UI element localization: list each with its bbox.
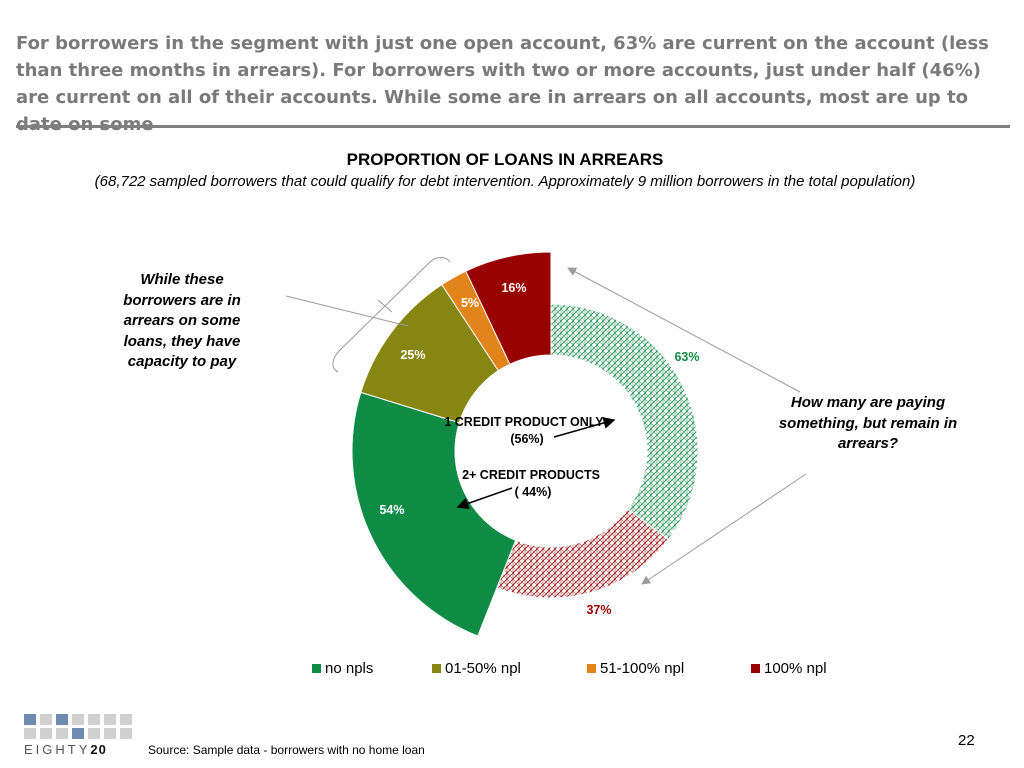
note-paying-something: How many are paying something, but remai… [778, 394, 958, 452]
left-note-connector [285, 295, 409, 327]
donut-slice-single-100-npl [496, 508, 670, 599]
group-label-multi: 2+ CREDIT PRODUCTS [462, 468, 600, 482]
group-share-multi: ( 44%) [515, 485, 552, 499]
donut-slice-multi-100-npl [465, 251, 552, 365]
note-capacity-to-pay: While these borrowers are in arrears on … [123, 271, 241, 370]
logo-wordmark: EIGHTY20 [24, 742, 107, 757]
legend-item-51-100-npl: 51-100% npl [587, 660, 684, 677]
brace-tip [377, 299, 393, 313]
data-label-single-no-npls: 63% [674, 350, 699, 364]
donut-slice-multi-no-npls [351, 391, 517, 637]
legend-swatch-no-npls [312, 664, 321, 673]
headline-divider [16, 125, 1010, 128]
data-label-single-100-npl: 37% [586, 603, 611, 617]
legend-label-01-50-npl: 01-50% npl [445, 660, 521, 677]
legend-label-51-100-npl: 51-100% npl [600, 660, 685, 677]
legend-swatch-100-npl [751, 664, 760, 673]
group-arrow-single [553, 417, 616, 438]
group-arrow-multi [456, 487, 513, 510]
group-share-single: (56%) [510, 432, 543, 446]
legend-item-01-50-npl: 01-50% npl [432, 660, 521, 677]
legend-item-no-npls: no npls [312, 660, 373, 677]
source-note: Source: Sample data - borrowers with no … [148, 743, 425, 757]
data-label-multi-100-npl: 16% [501, 281, 526, 295]
eighty20-logo: EIGHTY20 [24, 714, 134, 758]
chart-subtitle: (68,722 sampled borrowers that could qua… [94, 173, 916, 190]
group-label-single: 1 CREDIT PRODUCT ONLY [444, 415, 604, 429]
legend-swatch-51-100-npl [587, 664, 596, 673]
legend-label-no-npls: no npls [325, 660, 374, 677]
donut-slice-single-no-npls [550, 303, 699, 541]
right-note-arrow-upper [567, 267, 801, 393]
data-label-multi-01-50: 25% [400, 348, 425, 362]
page-number: 22 [958, 732, 975, 749]
chart-title: PROPORTION OF LOANS IN ARREARS [346, 150, 664, 169]
legend-swatch-01-50-npl [432, 664, 441, 673]
legend-label-100-npl: 100% npl [764, 660, 827, 677]
data-label-multi-51-100: 5% [461, 296, 479, 310]
right-note-arrow-lower [641, 473, 807, 585]
legend-item-100-npl: 100% npl [751, 660, 827, 677]
data-label-multi-no-npls: 54% [379, 503, 404, 517]
slide-headline: For borrowers in the segment with just o… [16, 33, 989, 135]
